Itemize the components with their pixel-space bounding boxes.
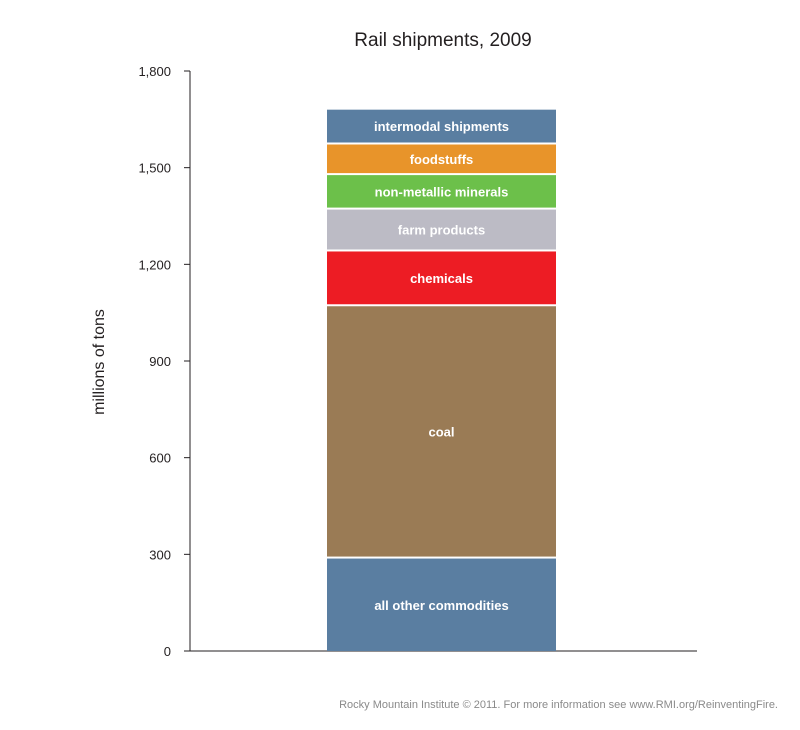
y-tick-label: 0 bbox=[164, 644, 171, 659]
y-axis-label: millions of tons bbox=[91, 309, 108, 415]
segment-label: chemicals bbox=[410, 271, 473, 286]
segment-label: foodstuffs bbox=[410, 152, 474, 167]
bar-segment-farm-products bbox=[327, 209, 556, 250]
stacked-bar: all other commodities coal chemicals farm p… bbox=[327, 109, 556, 651]
segment-label: intermodal shipments bbox=[374, 119, 509, 134]
bar-segment-chemicals bbox=[327, 251, 556, 305]
bar-segment-all-other-commodities bbox=[327, 558, 556, 651]
chart-title: Rail shipments, 2009 bbox=[354, 30, 531, 51]
bar-segment-intermodal-shipments bbox=[327, 109, 556, 143]
segment-label: coal bbox=[428, 424, 454, 439]
footer-credit: Rocky Mountain Institute © 2011. For mor… bbox=[339, 699, 778, 711]
bar-segment-foodstuffs bbox=[327, 144, 556, 174]
bar-segment-non-metallic-minerals bbox=[327, 175, 556, 208]
y-tick-label: 1,200 bbox=[138, 257, 171, 272]
segment-label: farm products bbox=[398, 223, 485, 238]
y-axis-ticks: 0 300 600 900 1,200 1,500 1,800 bbox=[138, 64, 190, 659]
segment-label: non-metallic minerals bbox=[375, 184, 509, 199]
y-tick-label: 1,800 bbox=[138, 64, 171, 79]
y-tick-label: 300 bbox=[149, 547, 171, 562]
y-tick-label: 900 bbox=[149, 354, 171, 369]
segment-label: all other commodities bbox=[374, 598, 508, 613]
y-tick-label: 1,500 bbox=[138, 161, 171, 176]
bar-segment-coal bbox=[327, 306, 556, 557]
y-tick-label: 600 bbox=[149, 451, 171, 466]
